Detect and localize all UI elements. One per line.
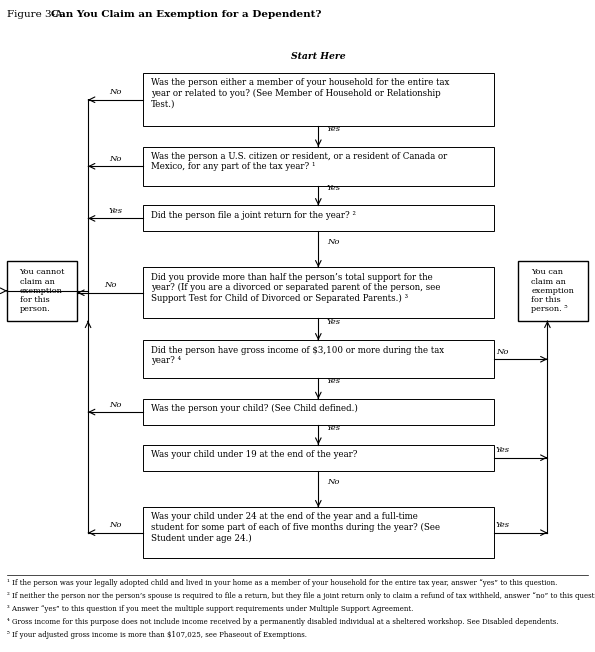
Text: Was your child under 24 at the end of the year and a full-time
student for some : Was your child under 24 at the end of th… [151, 512, 440, 542]
Text: No: No [109, 522, 121, 529]
FancyBboxPatch shape [143, 445, 494, 471]
Text: Did the person have gross income of $3,100 or more during the tax
year? ⁴: Did the person have gross income of $3,1… [151, 346, 444, 365]
FancyBboxPatch shape [7, 261, 77, 321]
Text: You cannot
claim an
exemption
for this
person.: You cannot claim an exemption for this p… [20, 269, 65, 313]
Text: Start Here: Start Here [291, 52, 346, 61]
Text: Was the person either a member of your household for the entire tax
year or rela: Was the person either a member of your h… [151, 78, 449, 108]
FancyBboxPatch shape [143, 267, 494, 318]
Text: Yes: Yes [326, 424, 340, 432]
Text: Yes: Yes [496, 447, 510, 454]
Text: ³ Answer “yes” to this question if you meet the multiple support requirements un: ³ Answer “yes” to this question if you m… [7, 605, 414, 613]
Text: Yes: Yes [326, 378, 340, 385]
Text: Yes: Yes [108, 207, 123, 215]
Text: No: No [327, 238, 339, 246]
FancyBboxPatch shape [143, 73, 494, 126]
Text: Yes: Yes [326, 185, 340, 192]
Text: ⁵ If your adjusted gross income is more than $107,025, see Phaseout of Exemption: ⁵ If your adjusted gross income is more … [7, 631, 307, 639]
Text: Yes: Yes [496, 522, 510, 529]
FancyBboxPatch shape [143, 340, 494, 378]
FancyBboxPatch shape [143, 147, 494, 186]
Text: Can You Claim an Exemption for a Dependent?: Can You Claim an Exemption for a Depende… [51, 10, 322, 20]
Text: Yes: Yes [326, 318, 340, 326]
Text: ² If neither the person nor the person’s spouse is required to file a return, bu: ² If neither the person nor the person’s… [7, 592, 595, 600]
Text: No: No [104, 282, 116, 289]
Text: Did the person file a joint return for the year? ²: Did the person file a joint return for t… [151, 211, 355, 220]
FancyBboxPatch shape [143, 205, 494, 231]
Text: Was the person a U.S. citizen or resident, or a resident of Canada or
Mexico, fo: Was the person a U.S. citizen or residen… [151, 152, 447, 171]
Text: No: No [497, 348, 509, 356]
Text: Yes: Yes [326, 125, 340, 134]
FancyBboxPatch shape [143, 507, 494, 558]
Text: No: No [109, 89, 121, 96]
FancyBboxPatch shape [143, 399, 494, 425]
Text: ¹ If the person was your legally adopted child and lived in your home as a membe: ¹ If the person was your legally adopted… [7, 579, 558, 587]
Text: ⁴ Gross income for this purpose does not include income received by a permanentl: ⁴ Gross income for this purpose does not… [7, 618, 559, 626]
FancyBboxPatch shape [518, 261, 588, 321]
Text: No: No [327, 478, 339, 486]
Text: Was the person your child? (See Child defined.): Was the person your child? (See Child de… [151, 404, 358, 413]
Text: You can
claim an
exemption
for this
person. ⁵: You can claim an exemption for this pers… [531, 269, 574, 313]
Text: No: No [109, 155, 121, 163]
Text: No: No [109, 401, 121, 409]
Text: Was your child under 19 at the end of the year?: Was your child under 19 at the end of th… [151, 450, 357, 459]
Text: Did you provide more than half the person’s total support for the
year? (If you : Did you provide more than half the perso… [151, 273, 440, 303]
Text: Figure 3-A.: Figure 3-A. [7, 10, 69, 20]
